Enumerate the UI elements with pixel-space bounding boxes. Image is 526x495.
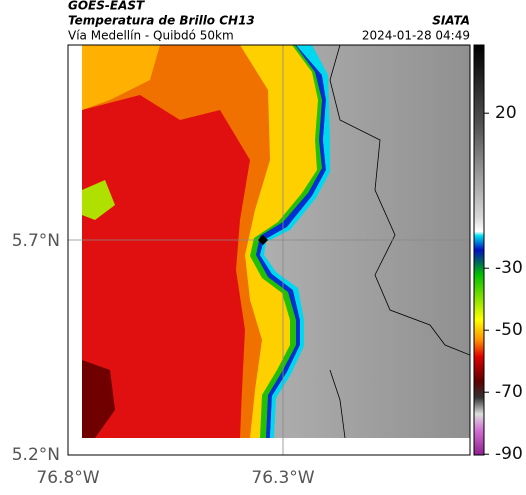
lat-label: 5.7°N — [12, 231, 60, 251]
product: Temperatura de Brillo CH13 — [68, 14, 255, 28]
organization: SIATA — [432, 14, 470, 28]
colorbar-ticks: 20 -30 -50 -70 -90 — [484, 103, 523, 464]
colorbar-tick-label: -90 — [495, 444, 523, 464]
colorbar-tick-label: -70 — [495, 382, 523, 402]
satellite: GOES-EAST — [68, 0, 145, 13]
lon-label: 76.8°W — [36, 468, 99, 488]
timestamp: 2024-01-28 04:49 — [362, 29, 470, 43]
colorbar-tick-label: -50 — [495, 320, 523, 340]
colorbar-tick-label: 20 — [495, 103, 517, 123]
colorbar-tick-label: -30 — [495, 258, 523, 278]
region: Vía Medellín - Quibdó 50km — [68, 29, 234, 43]
lon-label: 76.3°W — [251, 468, 314, 488]
lat-label: 5.2°N — [12, 445, 60, 465]
satellite-image — [68, 45, 470, 455]
colorbar — [473, 44, 485, 456]
